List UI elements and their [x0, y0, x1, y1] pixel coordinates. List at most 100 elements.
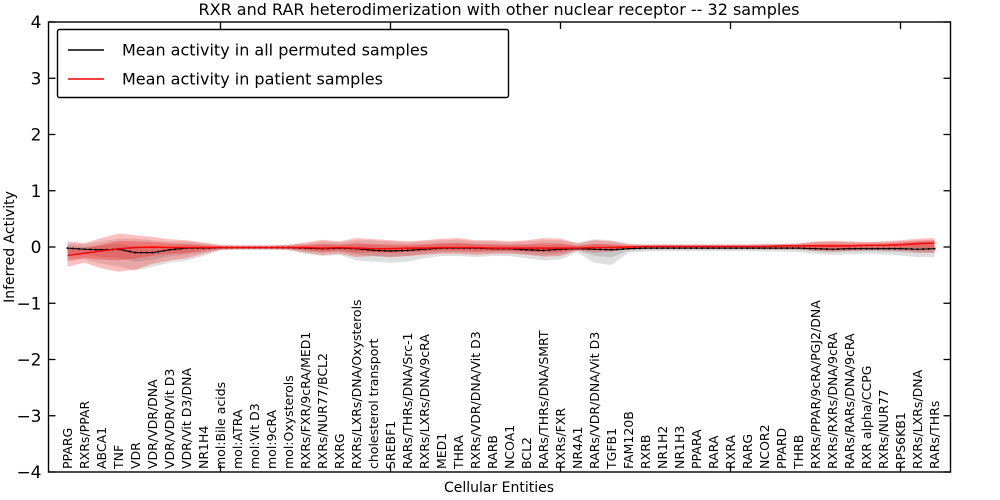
marker-dot	[888, 247, 891, 250]
marker-dot	[610, 248, 613, 251]
x-category-label: RPS6KB1	[893, 412, 908, 469]
marker-dot	[712, 247, 715, 250]
band-patient-outer	[67, 233, 935, 272]
x-category-label: mol:Bile acids	[213, 382, 228, 469]
x-category-label: RARG	[740, 434, 755, 469]
x-category-label: RARB	[485, 435, 500, 469]
y-tick-labels: −4 −3 −2 −1 0 1 2 3 4	[16, 13, 41, 483]
x-category-label: RXRs/RXRs/DNA/9cRA	[825, 332, 840, 469]
marker-dot	[157, 250, 160, 253]
x-category-label: PPARG	[60, 428, 75, 469]
marker-dot	[757, 247, 760, 250]
x-category-label: VDR	[128, 442, 143, 469]
y-tick-label: −1	[16, 294, 41, 314]
marker-dot	[774, 247, 777, 250]
marker-dot	[168, 248, 171, 251]
marker-dot	[701, 247, 704, 250]
marker-dot	[899, 247, 902, 250]
marker-dot	[372, 249, 375, 252]
marker-dot	[763, 247, 766, 250]
marker-dot	[667, 247, 670, 250]
y-tick-label: −3	[16, 407, 41, 427]
x-category-label: RARs/VDR/DNA/Vit D3	[587, 332, 602, 469]
x-category-label: BCL2	[519, 437, 534, 469]
x-category-label: RARs/THRs/DNA/SMRT	[536, 330, 551, 469]
marker-dot	[859, 247, 862, 250]
x-category-label: THRB	[791, 435, 806, 470]
y-tick-label: 1	[31, 182, 42, 202]
marker-dot	[933, 247, 936, 250]
marker-dot	[820, 247, 823, 250]
legend-label-permuted: Mean activity in all permuted samples	[122, 41, 428, 60]
x-category-label: RXRA	[723, 435, 738, 469]
x-category-label: RARs/THRs	[927, 401, 942, 469]
x-axis-label: Cellular Entities	[444, 480, 554, 496]
x-category-label: RXRs/FXR	[553, 408, 568, 469]
marker-dot	[89, 248, 92, 251]
marker-dot	[383, 249, 386, 252]
marker-dot	[587, 248, 590, 251]
marker-dot	[650, 247, 653, 250]
marker-dot	[672, 247, 675, 250]
y-tick-label: −2	[16, 351, 41, 371]
x-category-label: RXRs/VDR/DNA/Vit D3	[468, 331, 483, 469]
marker-dot	[916, 248, 919, 251]
marker-dot	[151, 251, 154, 254]
marker-dot	[519, 248, 522, 251]
marker-dot	[134, 251, 137, 254]
marker-dot	[871, 247, 874, 250]
marker-dot	[395, 249, 398, 252]
marker-dot	[638, 247, 641, 250]
marker-dot	[740, 247, 743, 250]
marker-dot	[780, 247, 783, 250]
marker-dot	[893, 247, 896, 250]
marker-dot	[848, 247, 851, 250]
x-category-label: RXRB	[638, 434, 653, 469]
marker-dot	[616, 248, 619, 251]
marker-dot	[621, 248, 624, 251]
marker-dot	[406, 249, 409, 252]
marker-dot	[922, 248, 925, 251]
marker-dot	[389, 249, 392, 252]
x-category-label: NR1H3	[672, 426, 687, 469]
marker-dot	[378, 249, 381, 252]
x-category-label: NR1H4	[196, 426, 211, 469]
marker-dot	[791, 247, 794, 250]
marker-dot	[145, 251, 148, 254]
y-tick-label: 2	[31, 126, 42, 146]
y-axis-label: Inferred Activity	[2, 191, 18, 303]
marker-dot	[128, 250, 131, 253]
x-category-label: RXR alpha/CCPG	[859, 366, 874, 469]
x-category-label: RXRs/NUR77/BCL2	[315, 353, 330, 469]
x-category-label: RXRs/NUR77	[876, 389, 891, 469]
marker-dot	[140, 251, 143, 254]
marker-dot	[94, 248, 97, 251]
x-category-label: FAM120B	[621, 411, 636, 469]
marker-dot	[661, 247, 664, 250]
x-category-label: mol:9cRA	[264, 409, 279, 469]
x-category-label: PPARA	[689, 429, 704, 469]
marker-dot	[825, 248, 828, 251]
marker-dot	[746, 247, 749, 250]
legend: Mean activity in all permuted samples Me…	[56, 28, 510, 99]
marker-dot	[769, 247, 772, 250]
legend-box	[56, 28, 510, 99]
marker-dot	[627, 247, 630, 250]
marker-dot	[531, 248, 534, 252]
marker-dot	[837, 248, 840, 251]
marker-dot	[910, 248, 913, 251]
marker-dot	[882, 247, 885, 250]
marker-dot	[723, 247, 726, 250]
y-tick-label: 4	[31, 13, 42, 33]
x-category-label: VDR/VDR/DNA	[145, 379, 160, 469]
x-category-label: RXRs/LXRs/DNA	[910, 369, 925, 469]
x-category-label: VDR/VDR/Vit D3	[162, 369, 177, 469]
x-category-label: TNF	[111, 445, 126, 470]
x-category-label: VDR/Vit D3/DNA	[179, 368, 194, 469]
marker-dot	[876, 247, 879, 250]
band-patient-inner	[67, 240, 935, 262]
marker-dot	[927, 247, 930, 250]
marker-dot	[400, 249, 403, 252]
marker-dot	[417, 248, 420, 251]
